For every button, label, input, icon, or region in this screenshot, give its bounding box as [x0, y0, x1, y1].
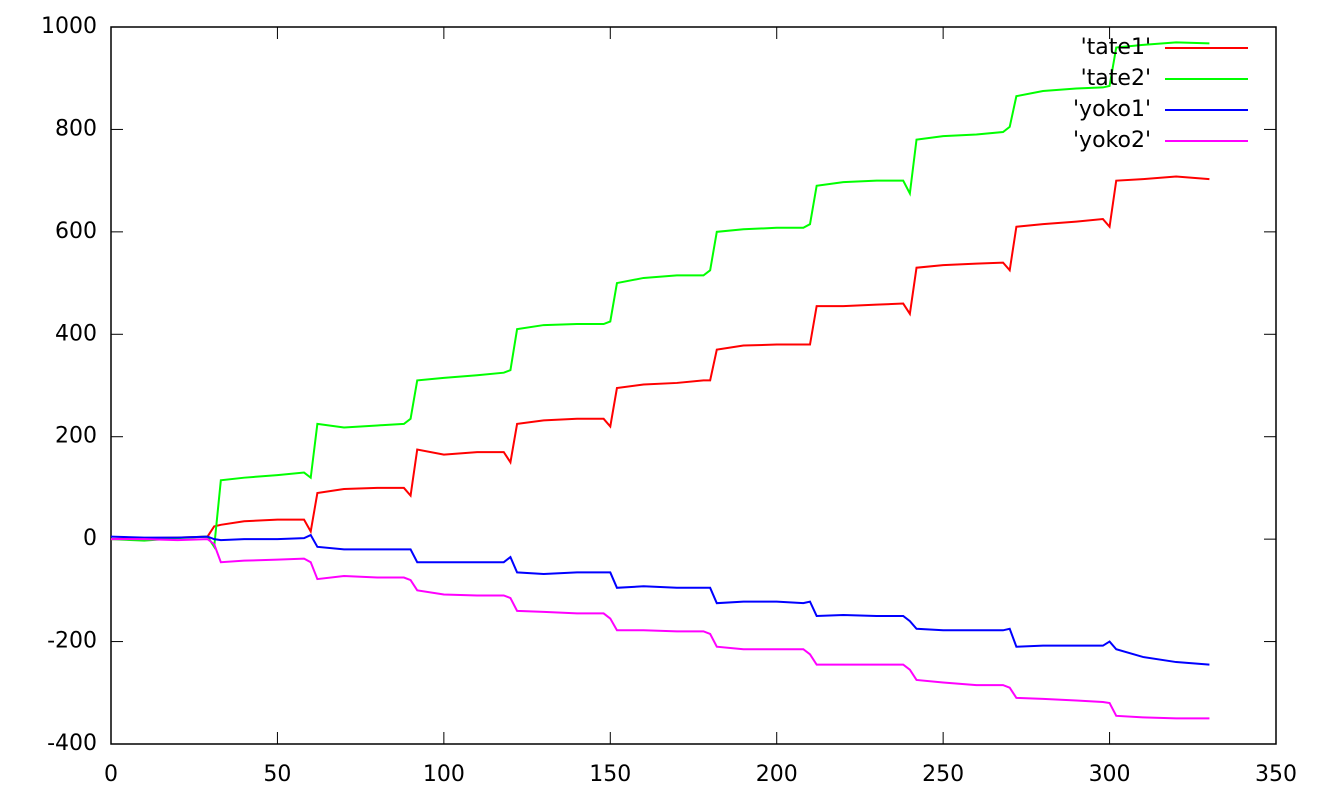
legend-label: 'yoko2' — [1073, 128, 1151, 153]
x-tick-label: 0 — [104, 762, 118, 787]
plot-frame — [110, 26, 1277, 745]
x-tick-label: 100 — [423, 762, 465, 787]
y-tick-label: 800 — [55, 116, 97, 141]
x-tick-label: 150 — [589, 762, 631, 787]
x-tick-label: 300 — [1089, 762, 1131, 787]
y-tick-label: 600 — [55, 219, 97, 244]
x-tick-label: 50 — [263, 762, 291, 787]
y-tick-label: 400 — [55, 321, 97, 346]
y-tick-label: 200 — [55, 424, 97, 449]
series-line — [110, 175, 1210, 541]
x-tick-label: 200 — [756, 762, 798, 787]
y-tick-label: 1000 — [41, 14, 97, 39]
y-tick-label: -200 — [47, 629, 97, 654]
y-tick-label: 0 — [83, 526, 97, 551]
legend-label: 'tate2' — [1081, 66, 1151, 91]
y-tick-label: -400 — [47, 731, 97, 756]
legend-label: 'yoko1' — [1073, 97, 1151, 122]
series-line — [110, 533, 1210, 666]
legend-label: 'tate1' — [1081, 35, 1151, 60]
series-line — [111, 538, 1210, 720]
x-tick-label: 250 — [922, 762, 964, 787]
x-tick-label: 350 — [1255, 762, 1297, 787]
series-line — [110, 41, 1210, 550]
